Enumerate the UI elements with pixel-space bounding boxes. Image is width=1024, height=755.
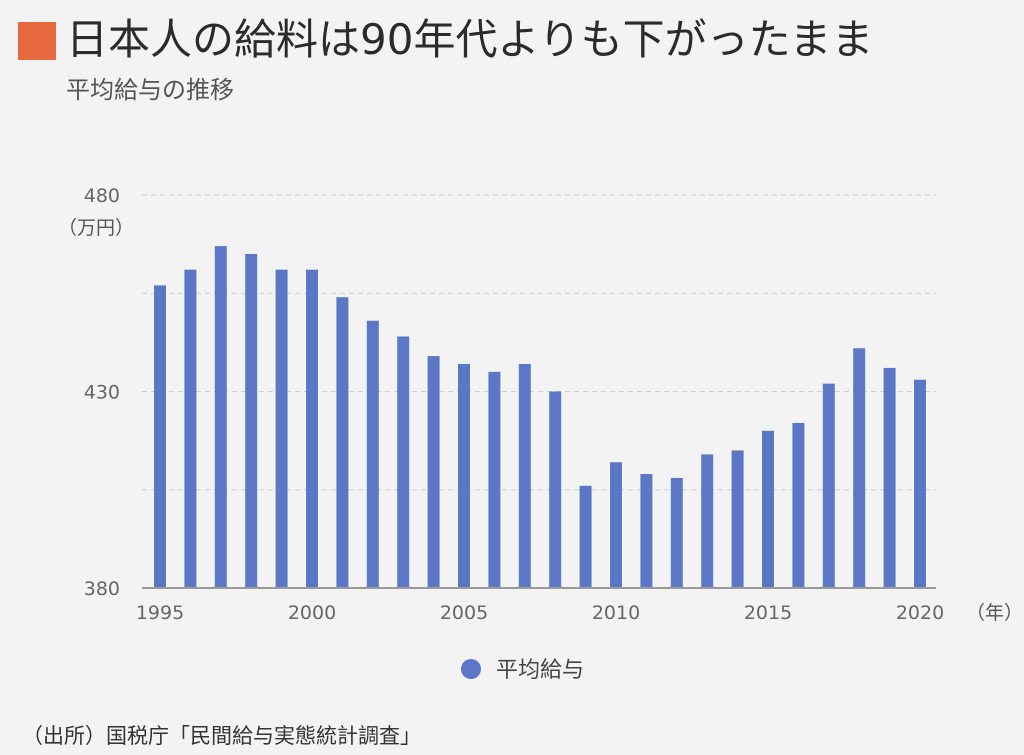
- bar-2020: [914, 379, 926, 588]
- y-tick-label-380: 380: [84, 578, 120, 600]
- title-accent-square: [18, 22, 56, 60]
- bar-2000: [306, 269, 318, 588]
- chart-title: 日本人の給料は90年代よりも下がったまま: [66, 15, 874, 64]
- bar-2019: [883, 367, 896, 588]
- bar-2002: [366, 320, 379, 588]
- x-tick-label-2005: 2005: [440, 602, 488, 624]
- bar-chart: 480 430 380 （万円） 1995 2000 2005 2010 2015 2020 （年）…: [58, 185, 1023, 683]
- bar-2008: [549, 391, 562, 588]
- bar-2017: [822, 383, 835, 588]
- chart-subtitle: 平均給与の推移: [66, 76, 234, 104]
- bar-2015: [762, 430, 774, 588]
- bar-2006: [488, 371, 501, 588]
- bar-1996: [184, 269, 197, 588]
- x-tick-label-1995: 1995: [136, 602, 184, 624]
- legend-marker: [461, 659, 481, 679]
- bar-2013: [701, 454, 714, 588]
- bar-1999: [275, 269, 288, 588]
- x-tick-label-2000: 2000: [288, 602, 336, 624]
- bar-2016: [792, 422, 805, 588]
- bar-2014: [731, 450, 744, 588]
- bar-2009: [579, 485, 592, 588]
- bar-1997: [214, 246, 227, 588]
- bar-2018: [853, 348, 866, 588]
- bar-2003: [397, 336, 410, 588]
- bar-2005: [458, 363, 470, 588]
- legend-label: 平均給与: [496, 658, 584, 683]
- x-axis-label: （年）: [966, 602, 1023, 624]
- bar-2007: [518, 363, 531, 588]
- x-tick-label-2020: 2020: [896, 602, 944, 624]
- bar-2010: [610, 462, 622, 588]
- y-axis-label: （万円）: [58, 217, 134, 239]
- x-tick-label-2015: 2015: [744, 602, 792, 624]
- bar-2001: [336, 297, 349, 588]
- y-tick-label-430: 430: [84, 382, 120, 404]
- bar-2004: [427, 356, 440, 588]
- bar-2012: [670, 477, 683, 588]
- y-tick-label-480: 480: [84, 185, 120, 207]
- source-note: （出所）国税庁「民間給与実態統計調査」: [22, 724, 421, 748]
- x-tick-label-2010: 2010: [592, 602, 640, 624]
- bar-2011: [640, 474, 653, 588]
- bar-1995: [154, 285, 166, 588]
- bar-1998: [245, 253, 258, 588]
